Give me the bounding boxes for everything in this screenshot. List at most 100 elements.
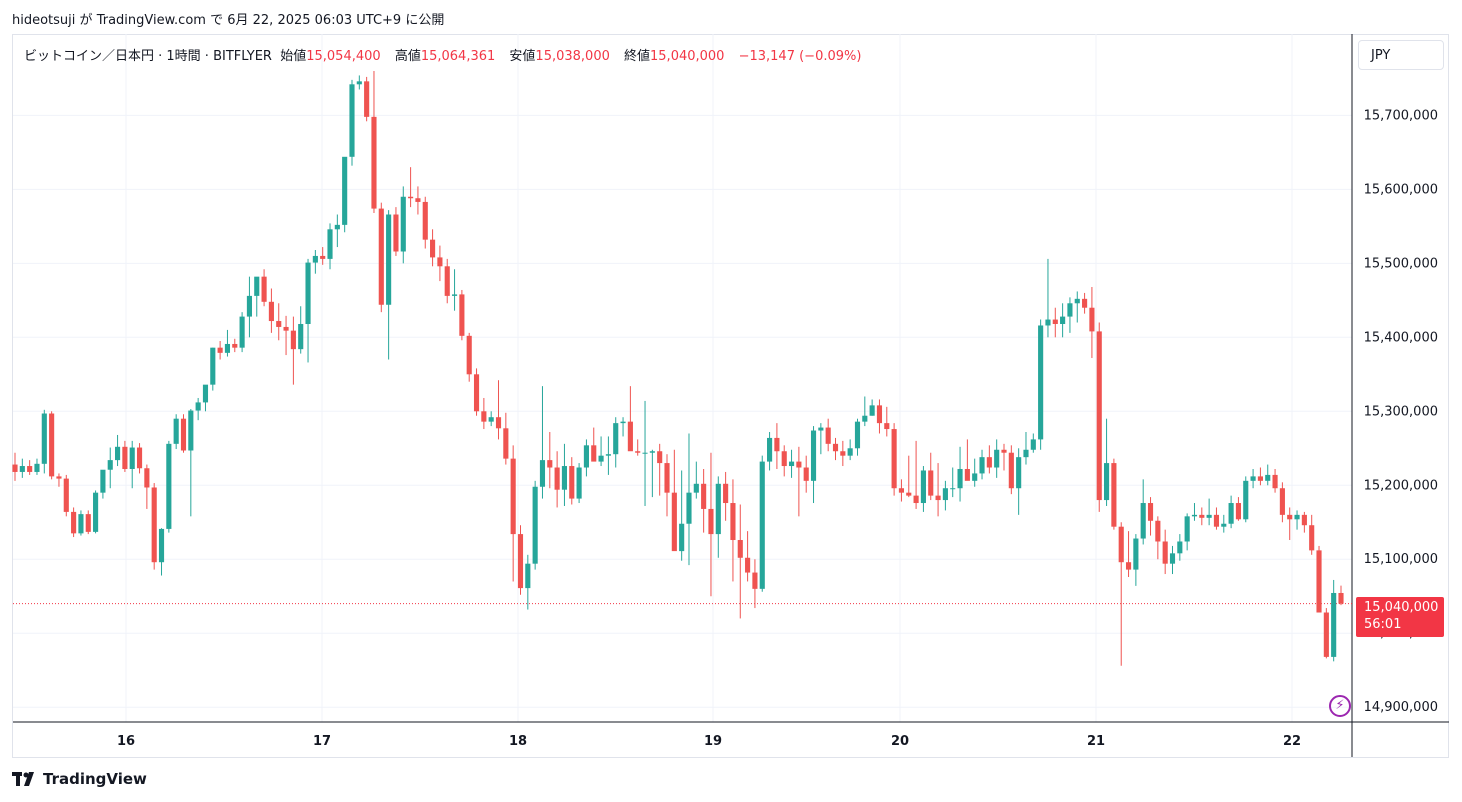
candle-body: [246, 295, 252, 317]
candle-body: [1133, 538, 1139, 570]
candle-body: [1169, 553, 1176, 564]
candle-body: [613, 423, 619, 455]
candle-body: [371, 116, 377, 209]
high-label: 高値: [394, 49, 421, 64]
chart-frame: [12, 34, 1449, 758]
x-tick-label: 20: [891, 734, 909, 749]
candle-body: [781, 451, 787, 467]
candle-body: [1111, 463, 1117, 527]
last-price-tag: 15,040,000 56:01: [1356, 597, 1444, 637]
candle-body: [63, 478, 69, 512]
candle-body: [1279, 488, 1285, 515]
candle-body: [693, 483, 699, 493]
candle-body: [1213, 514, 1220, 527]
candle-body: [803, 467, 809, 481]
candle-body: [964, 468, 970, 481]
candle-body: [1323, 612, 1329, 657]
candle-body: [466, 335, 472, 375]
candle-body: [1250, 476, 1256, 481]
candle-body: [100, 469, 106, 493]
candle-body: [649, 451, 655, 453]
candle-body: [686, 492, 692, 524]
candle-body: [539, 460, 546, 487]
candle-body: [1206, 514, 1212, 518]
candle-body: [1060, 316, 1066, 324]
candle-body: [180, 418, 187, 451]
candle-body: [1235, 503, 1242, 520]
candle-body: [71, 511, 77, 534]
candle-body: [1125, 562, 1132, 570]
candle-body: [312, 255, 318, 263]
tradingview-logo[interactable]: TradingView: [12, 770, 147, 788]
candle-body: [576, 467, 582, 499]
candle-body: [1023, 449, 1029, 458]
x-tick-label: 16: [117, 734, 135, 749]
candle-body: [627, 421, 633, 452]
candle-body: [173, 418, 179, 444]
candle-body: [305, 262, 311, 324]
candle-body: [1118, 526, 1124, 563]
author-name[interactable]: hideotsuji: [12, 13, 76, 28]
candle-body: [151, 487, 157, 563]
ohlc-legend: ビットコイン／日本円 · 1時間 · BITFLYER 始値15,054,400…: [24, 45, 861, 64]
candle-body: [884, 423, 890, 430]
candle-body: [364, 81, 370, 117]
candle-body: [1221, 523, 1227, 527]
candle-body: [276, 321, 282, 327]
candle-body: [254, 276, 260, 296]
candle-body: [56, 476, 62, 479]
candle-body: [386, 214, 392, 305]
symbol-label: ビットコイン／日本円 · 1時間 · BITFLYER: [24, 49, 272, 64]
candle-body: [393, 214, 399, 252]
candle-body: [957, 468, 963, 489]
candle-body: [1008, 452, 1014, 489]
candle-body: [840, 451, 846, 456]
candle-body: [107, 460, 113, 470]
candle-body: [561, 466, 568, 490]
candle-body: [913, 495, 919, 504]
candle-body: [195, 402, 201, 411]
candle-body: [166, 443, 172, 529]
candle-body: [290, 330, 296, 350]
candle-body: [19, 466, 25, 472]
candle-body: [767, 437, 773, 462]
candle-body: [210, 347, 216, 385]
candle-body: [1184, 516, 1190, 542]
candle-body: [876, 405, 883, 424]
y-tick-label: 15,700,000: [1364, 108, 1438, 123]
last-price-value: 15,040,000: [1364, 600, 1439, 615]
candle-body: [1301, 514, 1307, 526]
close-value: 15,040,000: [650, 49, 725, 64]
candle-body: [1228, 503, 1234, 524]
close-label: 終値: [624, 49, 651, 64]
currency-selector[interactable]: JPY: [1358, 40, 1444, 70]
candle-body: [342, 156, 348, 225]
candle-body: [1096, 331, 1102, 501]
candle-body: [532, 486, 538, 564]
candle-body: [994, 449, 1000, 468]
candle-body: [1257, 476, 1263, 481]
candle-body: [1155, 520, 1161, 542]
candle-body: [752, 572, 758, 589]
candle-body: [898, 488, 905, 493]
candle-body: [298, 323, 304, 350]
candle-body: [158, 528, 165, 563]
candle-body: [1199, 514, 1205, 518]
candle-body: [745, 557, 751, 573]
candle-body: [979, 457, 985, 474]
candle-body: [1316, 550, 1322, 613]
candle-body: [261, 276, 267, 302]
candle-body: [1089, 307, 1095, 332]
candle-body: [356, 81, 362, 85]
lightning-icon[interactable]: ⚡: [1329, 695, 1351, 717]
footer-brand: TradingView: [43, 770, 147, 788]
candle-body: [891, 429, 897, 489]
candle-body: [444, 266, 450, 296]
y-tick-label: 15,600,000: [1364, 182, 1438, 197]
candle-body: [708, 508, 714, 535]
particle-ga: が: [79, 13, 93, 28]
site-name[interactable]: TradingView.com: [96, 13, 206, 28]
candle-body: [854, 421, 861, 449]
candle-body: [847, 448, 853, 456]
